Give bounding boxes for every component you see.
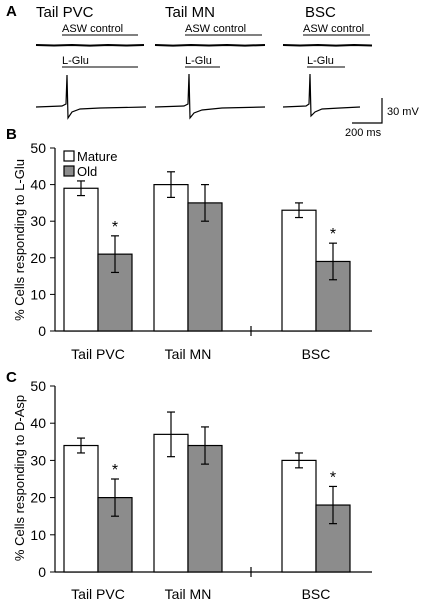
scale-bar <box>352 98 383 124</box>
legend-swatch-mature <box>63 150 75 162</box>
legend-label-old: Old <box>77 164 97 179</box>
panel-a-letter: A <box>6 3 17 20</box>
asw-control-label-1: ASW control <box>62 23 123 35</box>
control-trace-1 <box>35 43 145 47</box>
glu-trace-1 <box>35 74 147 120</box>
significance-star: * <box>330 226 336 243</box>
glu-trace-3 <box>282 73 361 118</box>
y-tick-label: 0 <box>38 564 46 580</box>
y-tick-label: 30 <box>30 213 46 229</box>
bar-old-1 <box>187 444 223 573</box>
legend-swatch-old <box>63 165 75 177</box>
panel-b-chart: B 0 10 20 30 40 50% Cells responding to L-Glu… <box>6 126 372 362</box>
significance-star: * <box>112 462 118 479</box>
significance-star: * <box>330 469 336 486</box>
bar-mature-2 <box>281 209 317 332</box>
y-tick-label: 30 <box>30 452 46 468</box>
glu-label-3: L-Glu <box>307 55 334 67</box>
y-axis-label: % Cells responding to D-Asp <box>12 395 27 561</box>
significance-star: * <box>112 219 118 236</box>
y-tick-label: 20 <box>30 250 46 266</box>
bar-mature-0 <box>63 187 99 332</box>
y-tick-label: 50 <box>30 140 46 156</box>
control-trace-2 <box>154 43 266 47</box>
panel-a: A Tail PVC ASW control L-Glu Tail MN ASW… <box>6 3 419 139</box>
trace-title-bsc: BSC <box>305 4 336 21</box>
y-tick-label: 50 <box>30 378 46 394</box>
bar-mature-0 <box>63 444 99 573</box>
y-tick-label: 10 <box>30 286 46 302</box>
panel-c-chart: C 0 10 20 30 40 50% Cells responding to D-Asp… <box>6 369 372 601</box>
bar-old-1 <box>187 202 223 332</box>
glu-label-2: L-Glu <box>185 55 212 67</box>
category-label: Tail MN <box>165 346 212 362</box>
y-tick-label: 10 <box>30 527 46 543</box>
category-label: BSC <box>302 586 331 601</box>
scale-bar-h-label: 200 ms <box>345 127 382 139</box>
trace-title-tail-pvc: Tail PVC <box>36 4 94 21</box>
y-tick-label: 40 <box>30 177 46 193</box>
legend-label-mature: Mature <box>77 149 117 164</box>
y-tick-label: 40 <box>30 415 46 431</box>
y-tick-label: 0 <box>38 323 46 339</box>
category-label: Tail PVC <box>71 346 125 362</box>
asw-control-label-3: ASW control <box>303 23 364 35</box>
glu-trace-2 <box>154 73 266 120</box>
y-tick-label: 20 <box>30 490 46 506</box>
y-axis-label: % Cells responding to L-Glu <box>12 159 27 321</box>
category-label: BSC <box>302 346 331 362</box>
category-label: Tail PVC <box>71 586 125 601</box>
panel-b-letter: B <box>6 126 17 143</box>
bar-mature-2 <box>281 459 317 573</box>
glu-label-1: L-Glu <box>62 55 89 67</box>
bar-mature-1 <box>153 184 189 332</box>
asw-control-label-2: ASW control <box>185 23 246 35</box>
category-label: Tail MN <box>165 586 212 601</box>
scale-bar-v-label: 30 mV <box>387 106 419 118</box>
trace-title-tail-mn: Tail MN <box>165 4 215 21</box>
control-trace-3 <box>282 43 373 47</box>
panel-c-letter: C <box>6 369 17 386</box>
